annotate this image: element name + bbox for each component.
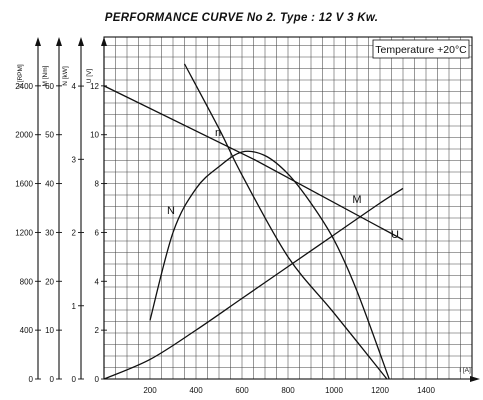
temperature-label: Temperature +20°C [375, 44, 467, 56]
x-axis-arrow [470, 376, 480, 382]
y-tick-label: 6 [95, 228, 100, 237]
y-tick-label: 40 [45, 180, 54, 189]
y-tick-label: 1 [72, 302, 77, 311]
y-axis-arrow [56, 37, 62, 46]
y-tick-label: 3 [72, 155, 77, 164]
y-axis-label: M [Nm] [42, 65, 49, 86]
y-tick-label: 0 [72, 375, 77, 384]
y-tick-label: 1200 [15, 228, 33, 237]
labels: Temperature +20°C n N M U [167, 39, 470, 241]
x-tick-label: 1200 [371, 386, 389, 395]
curve-n [183, 63, 388, 380]
y-axis-arrow [35, 37, 41, 46]
curve-label-M: M [352, 194, 361, 206]
y-axis-arrow [101, 37, 107, 46]
x-axis-label: I [A] [459, 367, 471, 374]
curve-label-U: U [391, 229, 399, 241]
y-axis-label: N [kW] [62, 66, 69, 86]
x-tick-label: 600 [235, 386, 249, 395]
x-tick-label: 800 [281, 386, 295, 395]
curves [103, 63, 404, 380]
x-tick-label: 200 [143, 386, 157, 395]
x-tick-label: 1000 [325, 386, 343, 395]
y-tick-label: 0 [50, 375, 55, 384]
y-tick-label: 60 [45, 82, 54, 91]
y-tick-label: 2400 [15, 82, 33, 91]
chart-title: PERFORMANCE CURVE No 2. Type : 12 V 3 Kw… [104, 12, 379, 24]
y-tick-label: 1600 [15, 180, 33, 189]
y-tick-label: 2 [95, 326, 100, 335]
curve-label-N: N [167, 205, 175, 217]
grid [103, 36, 473, 380]
curve-label-n: n [215, 127, 221, 139]
y-tick-label: 8 [95, 180, 100, 189]
y-tick-label: 50 [45, 131, 54, 140]
y-tick-label: 0 [29, 375, 34, 384]
y-axis-label: n [RPM] [17, 64, 24, 88]
y-tick-label: 4 [72, 82, 77, 91]
y-tick-label: 2000 [15, 131, 33, 140]
y-tick-label: 10 [90, 131, 99, 140]
curve-M [103, 187, 404, 380]
temperature-box [372, 39, 470, 59]
curve-N [149, 150, 390, 380]
y-tick-label: 30 [45, 228, 54, 237]
y-tick-label: 10 [45, 326, 54, 335]
y-tick-label: 12 [90, 82, 99, 91]
y-tick-label: 4 [95, 277, 100, 286]
curve-U [103, 85, 404, 241]
y-tick-label: 800 [20, 277, 34, 286]
y-tick-label: 2 [72, 229, 77, 238]
x-tick-label: 1400 [417, 386, 435, 395]
y-tick-label: 20 [45, 277, 54, 286]
x-tick-label: 400 [189, 386, 203, 395]
y-axis-arrow [78, 37, 84, 46]
y-tick-label: 400 [20, 326, 34, 335]
y-tick-label: 0 [95, 375, 100, 384]
y-axis-label: U [V] [86, 69, 93, 84]
